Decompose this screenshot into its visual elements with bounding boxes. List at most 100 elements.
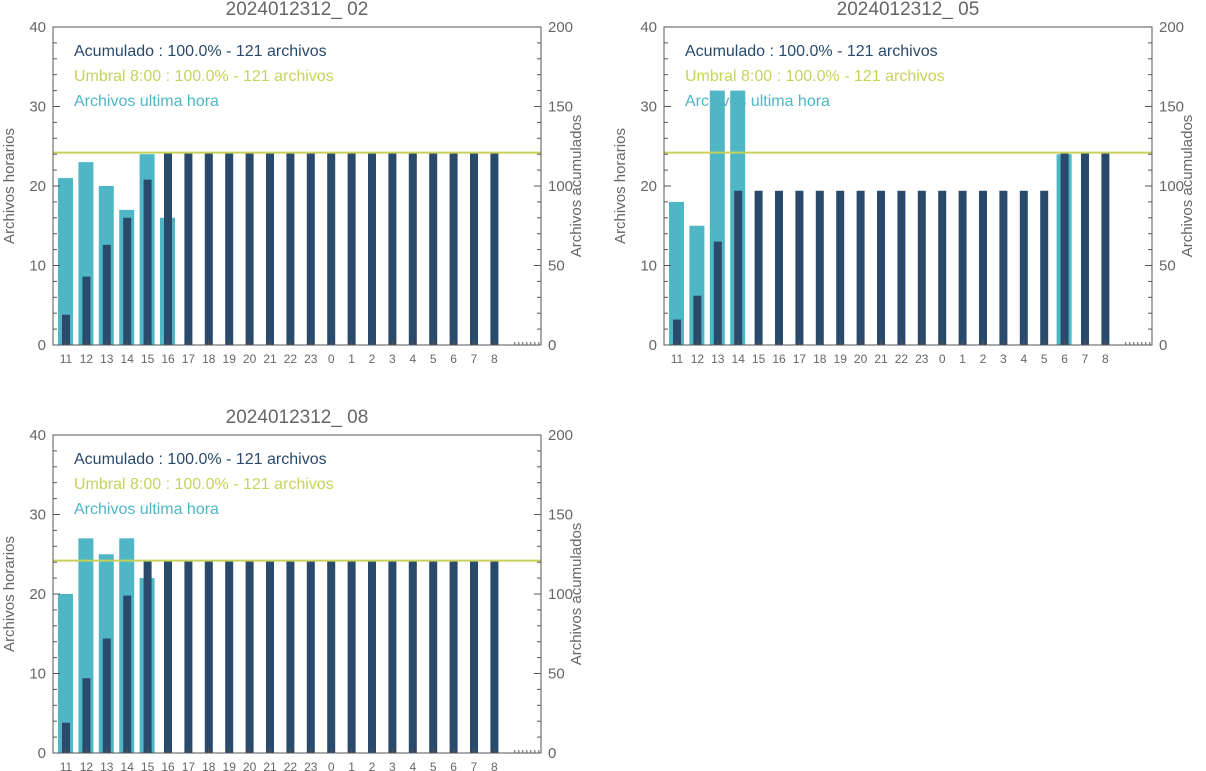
- cumulative-bar: [62, 314, 70, 345]
- x-tick-label: 12: [80, 352, 94, 366]
- x-tick-label: 17: [182, 352, 196, 366]
- cumulative-bar: [673, 319, 681, 345]
- legend-entry: Acumulado : 100.0% - 121 archivos: [74, 451, 327, 468]
- cumulative-bar: [245, 152, 254, 345]
- cumulative-bar: [1060, 152, 1069, 345]
- cumulative-bar: [856, 190, 865, 345]
- cumulative-bar: [449, 560, 458, 753]
- x-tick-label: 11: [671, 352, 684, 366]
- x-tick-label: 18: [202, 760, 216, 771]
- cumulative-bar: [754, 190, 763, 345]
- x-tick-label: 8: [1102, 352, 1109, 366]
- x-tick-label: 3: [1000, 352, 1007, 366]
- x-tick-label: 4: [409, 760, 416, 771]
- left-tick-label: 30: [29, 507, 46, 524]
- y-axis-label: Archivos horarios: [1, 536, 18, 652]
- right-tick-label: 100: [548, 586, 573, 603]
- x-tick-label: 14: [121, 352, 135, 366]
- cumulative-bar: [286, 152, 295, 345]
- cumulative-bar: [266, 560, 274, 753]
- x-tick-label: 22: [284, 352, 298, 366]
- x-tick-label: 15: [752, 352, 766, 366]
- y-axis-label: Archivos horarios: [1, 128, 18, 244]
- cumulative-bar: [347, 560, 356, 753]
- left-tick-label: 40: [29, 427, 46, 444]
- cumulative-bar: [713, 241, 722, 345]
- cumulative-bar: [184, 152, 193, 345]
- right-tick-label: 50: [1159, 258, 1176, 275]
- x-tick-label: 6: [1061, 352, 1068, 366]
- cumulative-bar: [388, 560, 397, 753]
- cumulative-bar: [470, 152, 478, 345]
- cumulative-bar: [204, 560, 213, 753]
- cumulative-bar: [123, 217, 132, 345]
- cumulative-bar: [490, 560, 499, 753]
- x-tick-label: 3: [389, 352, 396, 366]
- cumulative-bar: [266, 152, 274, 345]
- x-tick-label: 16: [772, 352, 786, 366]
- legend-entry: Acumulado : 100.0% - 121 archivos: [74, 43, 327, 60]
- right-tick-label: 0: [1159, 337, 1167, 354]
- cumulative-bar: [225, 152, 234, 345]
- x-tick-label: 19: [834, 352, 848, 366]
- cumulative-bar: [1101, 152, 1110, 345]
- cumulative-bar: [306, 152, 315, 345]
- cumulative-bar: [306, 560, 315, 753]
- right-tick-label: 200: [548, 427, 573, 444]
- right-tick-label: 100: [548, 178, 573, 195]
- x-tick-label: 20: [854, 352, 868, 366]
- cumulative-bar: [958, 190, 967, 345]
- x-tick-label: 6: [450, 352, 457, 366]
- cumulative-bar: [979, 190, 987, 345]
- cumulative-bar: [1081, 152, 1089, 345]
- cumulative-bar: [143, 560, 152, 753]
- x-tick-label: 11: [60, 760, 73, 771]
- x-tick-label: 19: [223, 352, 237, 366]
- x-tick-label: 22: [895, 352, 909, 366]
- x-tick-label: 11: [60, 352, 73, 366]
- cumulative-bar: [775, 190, 783, 345]
- legend-entry: Acumulado : 100.0% - 121 archivos: [685, 43, 938, 60]
- x-tick-label: 16: [161, 352, 175, 366]
- cumulative-bar: [82, 678, 91, 753]
- cumulative-bar: [897, 190, 906, 345]
- x-tick-label: 5: [1041, 352, 1048, 366]
- x-tick-label: 8: [491, 352, 498, 366]
- legend-entry: Archivos ultima hora: [74, 501, 219, 518]
- cumulative-bar: [917, 190, 926, 345]
- chart-title: 2024012312_ 05: [837, 0, 980, 20]
- cumulative-bar: [470, 560, 478, 753]
- x-tick-label: 2: [369, 760, 376, 771]
- left-tick-label: 20: [29, 586, 46, 603]
- x-tick-label: 2: [980, 352, 987, 366]
- right-tick-label: 200: [548, 19, 573, 36]
- cumulative-bar: [327, 560, 336, 753]
- x-tick-label: 22: [284, 760, 298, 771]
- cumulative-bar: [102, 244, 111, 345]
- cumulative-bar: [693, 295, 702, 345]
- right-tick-label: 150: [1159, 99, 1184, 116]
- hourly-bar: [58, 178, 73, 345]
- x-tick-label: 12: [80, 760, 94, 771]
- x-tick-label: 20: [243, 352, 257, 366]
- x-tick-label: 5: [430, 352, 437, 366]
- x-tick-label: 6: [450, 760, 457, 771]
- x-tick-label: 5: [430, 760, 437, 771]
- x-tick-label: 20: [243, 760, 257, 771]
- x-tick-label: 1: [348, 760, 355, 771]
- x-tick-label: 15: [141, 760, 155, 771]
- left-tick-label: 0: [649, 337, 657, 354]
- x-tick-label: 13: [711, 352, 725, 366]
- x-tick-label: 18: [202, 352, 216, 366]
- right-tick-label: 0: [548, 745, 556, 762]
- cumulative-bar: [815, 190, 824, 345]
- cumulative-bar: [286, 560, 295, 753]
- y2-axis-label: Archivos acumulados: [568, 115, 585, 258]
- left-tick-label: 40: [29, 19, 46, 36]
- legend-entry: Umbral 8:00 : 100.0% - 121 archivos: [74, 476, 334, 493]
- x-tick-label: 17: [182, 760, 196, 771]
- y-axis-label: Archivos horarios: [612, 128, 629, 244]
